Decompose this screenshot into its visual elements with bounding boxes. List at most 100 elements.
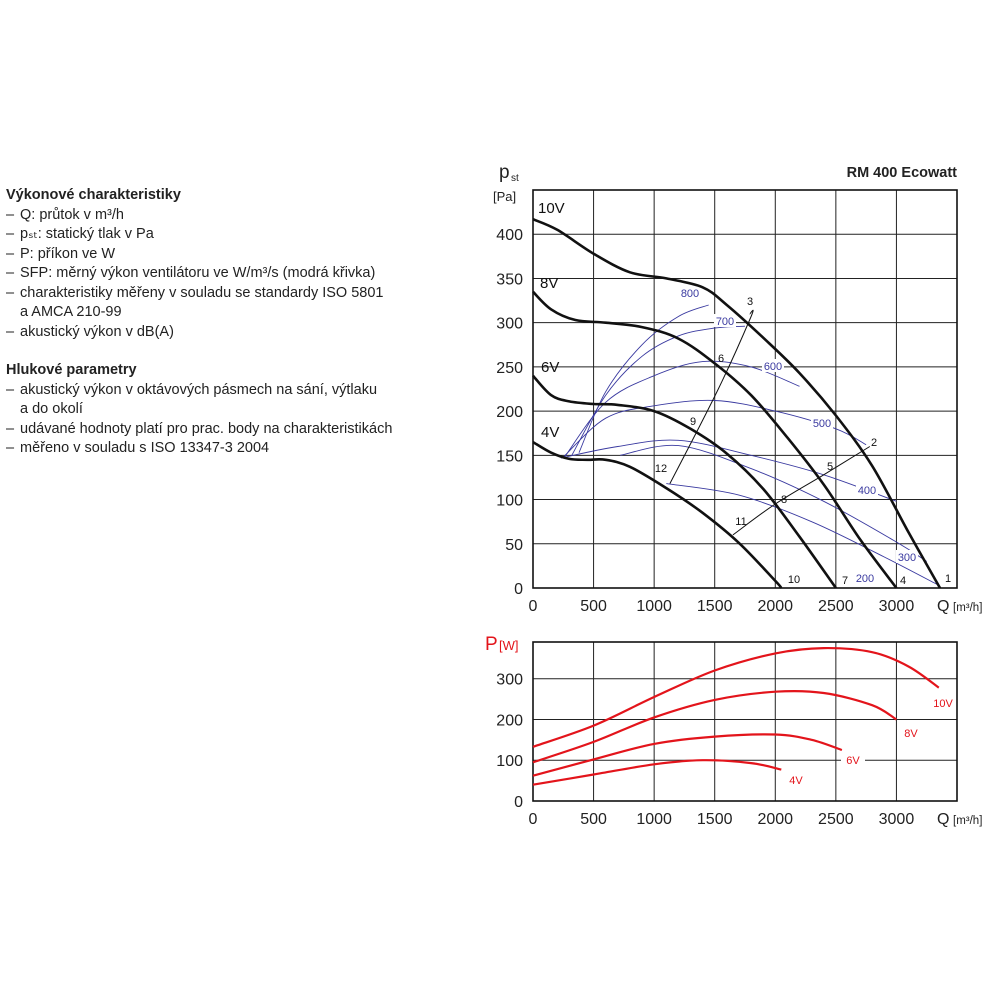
pressure-curves: [532, 218, 942, 589]
power-frame: [532, 641, 958, 802]
sfp-label: 300: [898, 552, 916, 564]
sfp-label: 400: [858, 485, 876, 497]
system-line: [669, 309, 754, 484]
operating-point-label: 11: [735, 516, 746, 528]
system-line: [732, 446, 871, 536]
y-tick-label: 150: [496, 448, 523, 465]
operating-point-label: 7: [842, 575, 848, 587]
x-tick-label: 1500: [697, 811, 733, 828]
operating-point-label: 5: [827, 461, 833, 473]
sfp-curve-300: [620, 444, 927, 562]
pressure-curve-4V: [532, 440, 783, 589]
y-axis-label: p: [499, 162, 510, 183]
series-label: 10V: [538, 200, 565, 217]
power-curve-4V: [532, 759, 782, 786]
x-axis-label: Q: [937, 598, 949, 615]
y-axis-unit: [Pa]: [493, 189, 516, 204]
x-axis-unit: [m³/h]: [953, 602, 982, 614]
performance-heading: Výkonové charakteristiky: [6, 187, 181, 203]
sfp-curve-200: [666, 483, 940, 586]
sfp-curve-400: [560, 439, 897, 502]
operating-point-label: 3: [747, 296, 753, 308]
operating-point-label: 1: [945, 573, 951, 585]
power-curve-8V: [532, 689, 897, 764]
list-item: akustický výkon v dB(A): [6, 323, 476, 343]
sfp-label-bg: [856, 483, 878, 496]
power-curve-6V: [532, 733, 843, 777]
operating-point-label: 9: [690, 416, 696, 428]
list-item: charakteristiky měřeny v souladu se stan…: [6, 284, 476, 304]
list-item: pₛₜ: statický tlak v Pa: [6, 225, 476, 245]
sfp-curve-700: [571, 325, 746, 456]
list-item-continuation: a do okolí: [20, 401, 83, 417]
x-tick-label: 1000: [636, 811, 672, 828]
sfp-label: 800: [681, 288, 699, 300]
x-tick-label: 0: [529, 811, 538, 828]
y-tick-label: 200: [496, 712, 523, 729]
x-tick-label: 2500: [818, 811, 854, 828]
y-tick-label: 250: [496, 360, 523, 377]
sfp-label-bg: [896, 550, 918, 563]
list-item-continuation: a AMCA 210-99: [20, 304, 122, 320]
x-tick-label: 0: [529, 598, 538, 615]
power-grid: 0 500 1000 1500 2000 2500 3000 0 100 200 300 Q [m³/h…: [496, 641, 982, 828]
series-label: 4V: [541, 424, 559, 441]
pressure-curve-10V: [532, 218, 942, 589]
operating-point-label: 6: [718, 353, 724, 365]
power-series-label: 8V: [904, 728, 918, 740]
operating-point-label: 4: [900, 575, 906, 587]
sfp-label: 500: [813, 418, 831, 430]
sfp-label-bg: [714, 314, 736, 327]
x-tick-label: 500: [580, 811, 607, 828]
sfp-curve-500: [562, 399, 867, 458]
y-tick-label: 100: [496, 493, 523, 510]
y-tick-label: 50: [505, 537, 523, 554]
y-tick-label: 200: [496, 404, 523, 421]
power-series-label: 4V: [789, 775, 803, 787]
x-axis-unit: [m³/h]: [953, 815, 982, 827]
y-tick-label: 0: [514, 581, 523, 598]
y-axis-label-sub: st: [511, 173, 519, 184]
operating-point-label: 12: [655, 463, 667, 475]
power-series-label-bg: [931, 697, 955, 709]
legend-text-panel: Výkonové charakteristiky Q: průtok v m³/…: [6, 186, 476, 459]
operating-point-label: 2: [871, 437, 877, 449]
list-item: akustický výkon v oktávových pásmech na …: [6, 381, 476, 401]
x-tick-label: 2500: [818, 598, 854, 615]
operating-point-label: 10: [788, 574, 800, 586]
performance-list: Q: průtok v m³/h pₛₜ: statický tlak v Pa…: [6, 206, 476, 343]
sfp-label: 700: [716, 316, 734, 328]
list-item: měřeno v souladu s ISO 13347-3 2004: [6, 439, 476, 459]
x-tick-label: 2000: [757, 811, 793, 828]
power-series-label-bg: [899, 727, 923, 739]
power-curves: [532, 646, 940, 786]
x-tick-label: 1500: [697, 598, 733, 615]
series-label: 8V: [540, 275, 558, 292]
series-label: 6V: [541, 359, 559, 376]
list-item: Q: průtok v m³/h: [6, 206, 476, 226]
power-curve-10V: [532, 646, 940, 748]
sfp-curves: [560, 304, 940, 586]
list-item: SFP: měrný výkon ventilátoru ve W/m³/s (…: [6, 264, 476, 284]
y-tick-label: 350: [496, 271, 523, 288]
power-series-label: 6V: [846, 755, 860, 767]
power-y-axis-label: P: [485, 634, 498, 655]
sfp-label: 200: [856, 573, 874, 585]
x-tick-label: 3000: [879, 598, 915, 615]
list-item: P: příkon ve W: [6, 245, 476, 265]
operating-point-label: 8: [781, 494, 787, 506]
x-tick-label: 3000: [879, 811, 915, 828]
chart-title: RM 400 Ecowatt: [847, 165, 958, 181]
power-series-label-bg: [841, 754, 865, 766]
noise-heading: Hlukové parametry: [6, 362, 137, 378]
noise-list: akustický výkon v oktávových pásmech na …: [6, 381, 476, 459]
y-tick-label: 0: [514, 794, 523, 811]
pressure-curve-6V: [532, 374, 837, 589]
y-tick-label: 300: [496, 316, 523, 333]
sfp-label: 600: [764, 361, 782, 373]
power-series-label: 10V: [933, 698, 953, 710]
y-tick-label: 300: [496, 672, 523, 689]
y-tick-label: 400: [496, 227, 523, 244]
sfp-label-bg: [679, 286, 701, 299]
